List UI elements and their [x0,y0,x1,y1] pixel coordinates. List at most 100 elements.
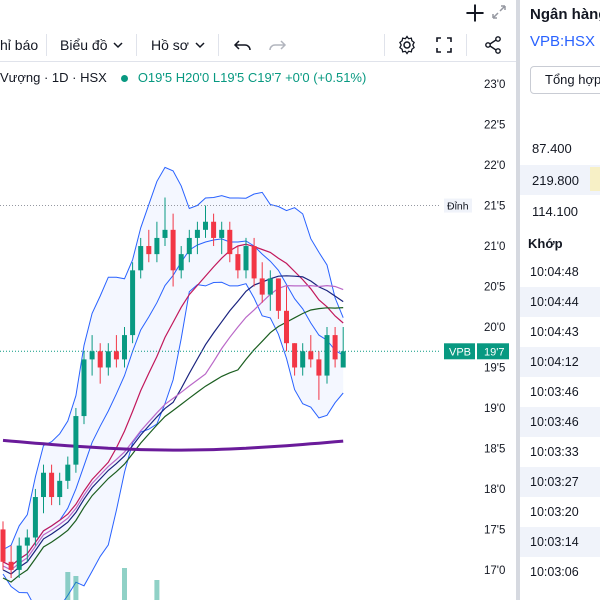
chart-toolbar: hỉ báo Biểu đồ Hồ sơ [0,26,516,62]
share-icon[interactable] [482,34,504,56]
candle-body [41,472,46,498]
trade-time-row: 10:04:44 [520,287,600,317]
chart-panel[interactable]: hỉ báo Biểu đồ Hồ sơ [0,0,516,600]
candle-body [130,270,136,336]
candle-body [186,237,192,255]
candle-body [219,229,225,238]
indicators-label: hỉ báo [0,37,39,53]
candle-body [300,351,306,368]
profile-label: Hồ sơ [151,37,189,53]
trade-time: 10:03:46 [530,415,579,429]
candle-body [154,237,160,255]
highlight-tag [590,167,600,191]
price-chart[interactable]: 23'0 22'5 22'0 21'5 21'0 20'5 20'0 19'5 19'0 18'5… [0,62,516,600]
trade-time-row: 10:04:12 [520,347,600,377]
price-tick-label: 17'0 [484,565,505,577]
trade-time: 10:03:33 [530,445,579,459]
price-tick-label: 22'0 [484,160,505,172]
trade-time-row: 10:03:46 [520,407,600,437]
overview-button[interactable]: Tổng hợp [530,66,600,94]
chevron-down-icon [195,42,205,49]
candle-body [227,229,233,255]
profile-button[interactable]: Hồ sơ [151,34,205,56]
company-title: Ngân hàng [530,6,600,23]
expand-icon[interactable] [490,3,508,21]
panel-divider[interactable] [516,0,520,600]
stat-row: 87.400 [520,133,600,163]
candle-body [16,545,22,570]
candle-body [146,246,152,255]
trade-time: 10:04:12 [530,355,579,369]
candle-body [24,537,30,546]
current-price-label: 19'7 [484,346,504,358]
trade-time-row: 10:03:33 [520,437,600,467]
bollinger-upper-line [2,166,344,551]
trade-time: 10:04:43 [530,325,579,339]
ma-navy-line [2,275,344,575]
market-status-dot [120,74,128,82]
redo-icon[interactable] [266,34,288,56]
trade-time-row: 10:03:46 [520,377,600,407]
trade-time: 10:03:14 [530,535,579,549]
candle-body [340,351,346,368]
candle-body [292,343,298,368]
candle-body [65,464,71,481]
candle-body [194,229,200,238]
peak-label-box [444,198,472,213]
add-icon[interactable] [464,2,486,24]
price-tick-label: 20'5 [484,282,505,294]
trade-time-row: 10:04:43 [520,317,600,347]
trade-time-row: 10:03:06 [520,557,600,587]
candle-body [138,246,144,271]
candle-body [89,351,95,360]
price-tick-label: 19'0 [484,403,505,415]
price-tick-label: 19'5 [484,362,505,374]
window-controls [0,0,516,26]
right-panel: Ngân hàng VPB:HSX Tổng hợp 87.400 219.80… [520,0,600,600]
candle-body [235,254,241,271]
candle-body [122,335,127,360]
volume-bar [73,576,79,600]
trade-time: 10:04:48 [530,265,579,279]
trade-time-row: 10:03:20 [520,497,600,527]
candle-body [316,359,322,376]
trades-header: Khớp [528,236,563,251]
candle-body [113,351,119,360]
fullscreen-icon[interactable] [433,34,455,56]
candle-body [324,335,330,376]
candle-body [203,221,208,230]
candle-body [284,310,289,344]
candle-body [105,351,111,368]
candle-body [170,229,176,271]
candle-body [81,359,87,417]
candle-body [211,221,217,238]
stat-row: 114.100 [520,196,600,226]
volume-bar [154,580,160,600]
current-price-tag [477,343,509,360]
chart-type-button[interactable]: Biểu đồ [60,34,124,56]
trade-time: 10:03:06 [530,565,579,579]
candle-body [267,278,273,295]
candle-body [73,416,79,465]
candle-body [275,278,281,311]
candle-body [243,246,249,271]
bollinger-lower-line [2,281,344,600]
toolbar-divider [384,34,385,56]
price-tick-label: 21'5 [484,201,505,213]
candle-body [57,480,63,498]
settings-icon[interactable] [396,34,418,56]
undo-icon[interactable] [232,34,254,56]
chart-legend: Vượng · 1D · HSX O19'5 H20'0 L19'5 C19'7 … [0,70,366,85]
volume-bar [122,568,127,600]
candle-body [308,351,314,360]
candle-body [332,335,338,360]
price-tick-label: 18'5 [484,443,505,455]
ma-red-line [2,243,344,567]
toolbar-divider [136,34,137,56]
trade-time: 10:03:27 [530,475,579,489]
indicators-button[interactable]: hỉ báo [0,34,38,56]
toolbar-divider [218,34,219,56]
trade-time-row: 10:03:27 [520,467,600,497]
symbol-link[interactable]: VPB:HSX [530,33,596,50]
stat-row: 219.800 [520,165,600,195]
